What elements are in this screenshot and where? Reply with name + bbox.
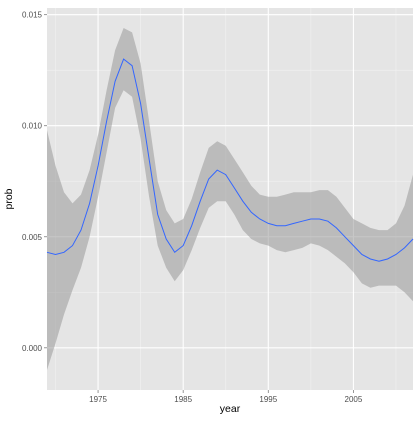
- x-tick-label: 2005: [345, 395, 363, 404]
- smoothed-trend-line: [46, 58, 414, 262]
- y-tick-label: 0.015: [22, 11, 43, 20]
- y-tick-label: 0.005: [22, 233, 43, 242]
- y-tick-label: 0.010: [22, 122, 43, 131]
- x-tick-label: 1975: [89, 395, 107, 404]
- x-axis-title: year: [220, 403, 241, 415]
- confidence-band: [47, 28, 413, 370]
- y-axis-title: prob: [3, 188, 15, 209]
- x-tick-label: 1995: [259, 395, 277, 404]
- y-tick-label: 0.000: [22, 344, 43, 353]
- x-axis-ticks: 1975 1985 1995 2005: [89, 390, 363, 404]
- y-axis-ticks: 0.000 0.005 0.010 0.015: [22, 11, 47, 353]
- x-tick-label: 1985: [174, 395, 192, 404]
